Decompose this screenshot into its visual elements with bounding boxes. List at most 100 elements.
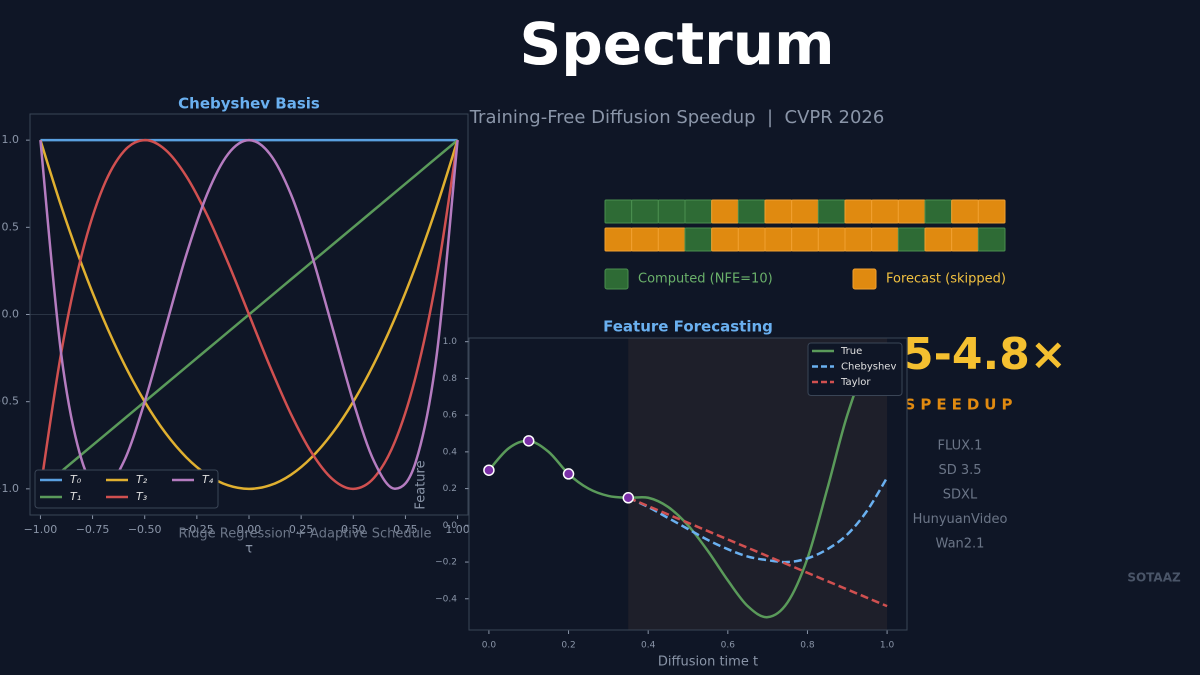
observed-point xyxy=(622,492,635,504)
schedule-cell xyxy=(604,227,633,252)
model-name: FLUX.1 xyxy=(938,439,983,454)
schedule-cell xyxy=(631,199,659,224)
x-tick-label: 1.00 xyxy=(445,523,470,536)
model-name: Wan2.1 xyxy=(936,537,985,552)
schedule-cell xyxy=(684,227,713,252)
x-tick-label: 0.50 xyxy=(341,523,366,536)
schedule-cell xyxy=(764,227,793,252)
x-axis-label: τ xyxy=(245,542,253,557)
schedule-cell xyxy=(817,227,846,252)
series-line xyxy=(39,139,459,491)
series-line xyxy=(627,496,888,608)
y-axis-label: Feature xyxy=(414,460,429,509)
schedule-cell xyxy=(657,227,686,252)
x-tick-label: 0.6 xyxy=(721,641,736,651)
subtitle: Training-Free Diffusion Speedup | CVPR 2… xyxy=(469,107,885,128)
schedule-cell xyxy=(951,199,979,224)
x-tick-label: 0.00 xyxy=(237,523,262,536)
y-tick-label: 1.0 xyxy=(443,337,458,347)
legend-label: T₂ xyxy=(136,473,148,486)
chart-forecast: Feature Forecasting 0.0 0.2 0.4 0.6 0.8 1.0 −0.… xyxy=(414,318,908,670)
caption: Ridge Regression + Adaptive Schedule xyxy=(179,527,432,542)
y-tick-label: 0.8 xyxy=(443,374,458,384)
schedule-cell xyxy=(737,227,766,252)
observed-point xyxy=(483,464,495,476)
observed-point xyxy=(522,435,535,447)
legend-label: Chebyshev xyxy=(841,362,896,373)
legend-label: T₁ xyxy=(70,490,81,503)
chart-basis: Chebyshev Basis −1.00 −0.75 −0.50 −0.25 0.00 0… xyxy=(0,95,470,557)
speedup-label: SPEEDUP xyxy=(905,396,1018,414)
chart-title: Feature Forecasting xyxy=(603,318,773,336)
speedup-value: 5-4.8× xyxy=(903,329,1067,380)
legend-label: Computed (NFE=10) xyxy=(638,272,773,287)
schedule-cell xyxy=(951,227,979,252)
legend-swatch xyxy=(852,268,877,290)
schedule-cell xyxy=(924,227,953,252)
model-list: FLUX.1 SD 3.5 SDXL HunyuanVideo Wan2.1 xyxy=(913,439,1008,552)
x-tick-label: 0.2 xyxy=(561,641,575,651)
y-tick-label: 0.2 xyxy=(443,484,457,494)
schedule-cell xyxy=(764,199,793,224)
series-line xyxy=(39,138,459,491)
schedule: Computed (NFE=10) Forecast (skipped) xyxy=(604,199,1006,290)
page-title: Spectrum xyxy=(519,10,834,78)
schedule-cell xyxy=(924,199,953,224)
x-tick-label: −0.50 xyxy=(128,523,162,536)
legend-label: True xyxy=(840,346,862,357)
schedule-cell xyxy=(604,199,633,224)
schedule-cell xyxy=(897,227,926,252)
axes-frame xyxy=(29,113,469,516)
legend-swatch xyxy=(604,268,629,290)
y-tick-label: −0.4 xyxy=(435,594,457,604)
schedule-cell xyxy=(871,227,899,252)
schedule-cell xyxy=(684,199,713,224)
model-name: HunyuanVideo xyxy=(913,512,1008,527)
schedule-cell xyxy=(737,199,766,224)
x-tick-label: 0.0 xyxy=(482,641,497,651)
schedule-cell xyxy=(844,227,873,252)
schedule-cell xyxy=(657,199,686,224)
y-tick-label: 0.0 xyxy=(2,308,20,321)
x-tick-label: −0.75 xyxy=(76,523,110,536)
x-tick-label: −0.25 xyxy=(180,523,214,536)
legend-label: T₄ xyxy=(202,473,214,486)
legend-label: T₃ xyxy=(136,490,148,503)
watermark: SOTAAZ xyxy=(1127,571,1181,585)
x-tick-label: 0.25 xyxy=(289,523,314,536)
legend-label: Taylor xyxy=(840,377,871,388)
axes-frame xyxy=(468,337,908,631)
schedule-cell xyxy=(631,227,659,252)
schedule-cell xyxy=(817,199,846,224)
legend-label: T₀ xyxy=(70,473,82,486)
observed-point xyxy=(562,468,575,480)
schedule-cell xyxy=(844,199,873,224)
schedule-cell xyxy=(897,199,926,224)
x-tick-label: 0.75 xyxy=(393,523,418,536)
series-line xyxy=(487,349,888,619)
y-tick-label: 0.4 xyxy=(443,447,458,457)
schedule-cell xyxy=(791,199,819,224)
y-tick-label: 0.0 xyxy=(443,521,458,531)
x-tick-label: 0.8 xyxy=(800,641,815,651)
y-tick-label: −1.0 xyxy=(0,482,19,495)
x-tick-label: 0.4 xyxy=(641,641,656,651)
model-name: SDXL xyxy=(943,488,978,503)
y-tick-label: −0.5 xyxy=(0,395,19,408)
chart-title: Chebyshev Basis xyxy=(178,95,320,113)
schedule-cell xyxy=(977,199,1006,224)
y-tick-label: 0.5 xyxy=(2,220,20,233)
y-tick-label: −0.2 xyxy=(435,558,457,568)
x-axis-label: Diffusion time t xyxy=(658,655,758,670)
legend-box xyxy=(34,469,219,509)
schedule-cell xyxy=(871,199,899,224)
schedule-cell xyxy=(711,199,739,224)
schedule-cell xyxy=(791,227,819,252)
schedule-cell xyxy=(711,227,739,252)
y-tick-label: 0.6 xyxy=(443,411,458,421)
x-tick-label: 1.0 xyxy=(880,641,895,651)
x-tick-label: −1.00 xyxy=(24,523,58,536)
y-tick-label: 1.0 xyxy=(2,133,20,146)
